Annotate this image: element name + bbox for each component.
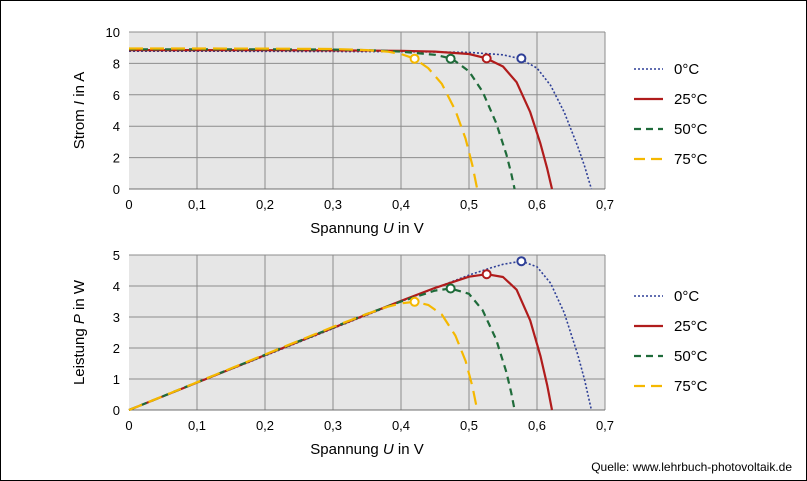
x-axis-title: Spannung U in V <box>310 441 423 458</box>
mpp-marker <box>481 269 492 280</box>
legend-label: 25°C <box>674 91 708 108</box>
y-tick-label: 3 <box>113 310 120 325</box>
y-tick-label: 2 <box>113 151 120 166</box>
series-line-0c <box>129 50 593 190</box>
x-tick-label: 0,4 <box>392 197 410 212</box>
legend-label: 50°C <box>674 121 708 138</box>
y-axis-title: Leistung P in W <box>71 279 88 385</box>
y-tick-label: 4 <box>113 279 120 294</box>
legend-label: 0°C <box>674 288 699 305</box>
y-tick-label: 4 <box>113 119 120 134</box>
plot-area <box>129 32 605 189</box>
x-tick-label: 0,5 <box>460 418 478 433</box>
y-tick-label: 0 <box>113 182 120 197</box>
x-tick-label: 0,3 <box>324 197 342 212</box>
x-tick-label: 0,7 <box>596 197 614 212</box>
series-line-75c <box>129 47 479 190</box>
x-tick-label: 0,3 <box>324 418 342 433</box>
mpp-marker <box>409 53 420 64</box>
x-tick-label: 0,4 <box>392 418 410 433</box>
mpp-marker <box>516 256 527 267</box>
series-line-0c <box>128 260 593 411</box>
x-tick-label: 0,1 <box>188 418 206 433</box>
y-tick-label: 10 <box>106 25 120 40</box>
legend-label: 50°C <box>674 348 708 365</box>
legend-label: 75°C <box>674 378 708 395</box>
y-tick-label: 2 <box>113 341 120 356</box>
source-caption: Quelle: www.lehrbuch-photovoltaik.de <box>591 460 792 474</box>
mpp-marker <box>481 53 492 64</box>
plot-area <box>129 255 605 410</box>
x-tick-label: 0 <box>125 418 132 433</box>
y-tick-label: 6 <box>113 88 120 103</box>
x-tick-label: 0,6 <box>528 418 546 433</box>
y-tick-label: 1 <box>113 372 120 387</box>
mpp-marker <box>445 283 456 294</box>
legend-label: 25°C <box>674 318 708 335</box>
legend-label: 75°C <box>674 151 708 168</box>
x-tick-label: 0,2 <box>256 418 274 433</box>
y-tick-label: 5 <box>113 248 120 263</box>
x-tick-label: 0,2 <box>256 197 274 212</box>
y-axis-title: Strom I in A <box>71 72 88 150</box>
y-tick-label: 8 <box>113 56 120 71</box>
x-tick-label: 0 <box>125 197 132 212</box>
mpp-marker <box>516 53 527 64</box>
x-tick-label: 0,6 <box>528 197 546 212</box>
x-tick-label: 0,7 <box>596 418 614 433</box>
series-line-75c <box>128 300 479 412</box>
x-axis-title: Spannung U in V <box>310 220 423 237</box>
mpp-marker <box>409 296 420 307</box>
legend-label: 0°C <box>674 61 699 78</box>
mpp-marker <box>445 53 456 64</box>
x-tick-label: 0,1 <box>188 197 206 212</box>
x-tick-label: 0,5 <box>460 197 478 212</box>
y-tick-label: 0 <box>113 403 120 418</box>
